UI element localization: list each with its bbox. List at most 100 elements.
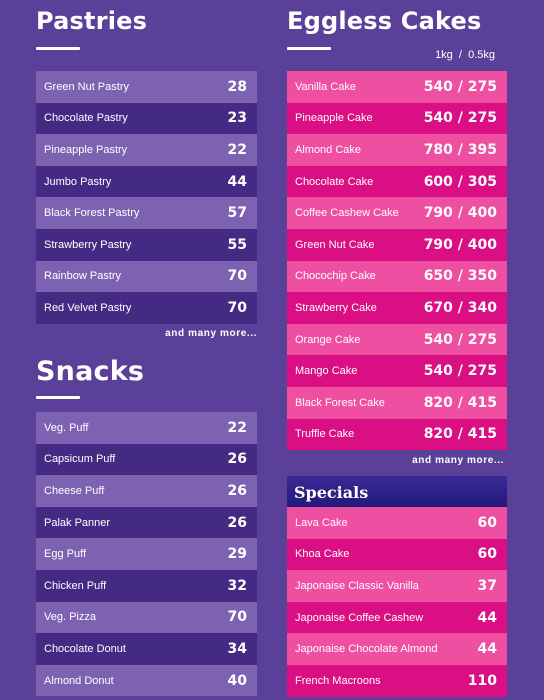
item-name: Vanilla Cake xyxy=(295,80,356,93)
item-name: Capsicum Puff xyxy=(44,453,116,466)
item-name: Chocochip Cake xyxy=(295,270,376,283)
list-item: Strawberry Cake 670 / 340 xyxy=(287,292,507,324)
item-name: Strawberry Pastry xyxy=(44,238,132,251)
item-name: Strawberry Cake xyxy=(295,301,377,314)
item-name: Green Nut Cake xyxy=(295,238,375,251)
item-name: French Macroons xyxy=(295,674,381,687)
item-price: 540 / 275 xyxy=(423,363,497,380)
item-name: Japonaise Chocolate Almond xyxy=(295,643,438,656)
snacks-underline xyxy=(36,396,80,399)
list-item: Green Nut Pastry 28 xyxy=(36,71,257,103)
item-price: 670 / 340 xyxy=(423,299,497,316)
cakes-more-text: and many more... xyxy=(412,455,504,466)
item-price: 57 xyxy=(227,205,247,222)
item-price: 820 / 415 xyxy=(423,394,497,411)
item-price: 540 / 275 xyxy=(423,110,497,127)
specials-list: Lava Cake 60 Khoa Cake 60 Japonaise Classi… xyxy=(287,507,507,697)
list-item: Pineapple Pastry 22 xyxy=(36,134,257,166)
item-name: Coffee Cashew Cake xyxy=(295,207,399,220)
item-price: 26 xyxy=(227,514,247,531)
list-item: Japonaise Coffee Cashew 44 xyxy=(287,601,507,634)
item-name: Lava Cake xyxy=(295,516,348,529)
cakes-underline xyxy=(287,47,331,50)
item-price: 600 / 305 xyxy=(423,173,497,190)
list-item: Veg. Pizza 70 xyxy=(36,601,257,634)
item-name: Almond Donut xyxy=(44,674,114,687)
item-price: 23 xyxy=(227,110,247,127)
pastries-underline xyxy=(36,47,80,50)
item-name: Veg. Pizza xyxy=(44,611,96,624)
item-name: Black Forest Pastry xyxy=(44,207,140,220)
item-name: Pineapple Cake xyxy=(295,112,373,125)
list-item: Capsicum Puff 26 xyxy=(36,443,257,476)
list-item: Almond Donut 40 xyxy=(36,664,257,697)
list-item: Truffle Cake 820 / 415 xyxy=(287,418,507,451)
list-item: Rainbow Pastry 70 xyxy=(36,260,257,293)
item-name: Orange Cake xyxy=(295,333,361,346)
item-price: 60 xyxy=(477,546,497,563)
list-item: Japonaise Chocolate Almond 44 xyxy=(287,633,507,665)
item-name: Green Nut Pastry xyxy=(44,80,129,93)
item-price: 60 xyxy=(477,514,497,531)
item-price: 22 xyxy=(227,419,247,436)
item-price: 790 / 400 xyxy=(423,236,497,253)
list-item: Chocolate Pastry 23 xyxy=(36,102,257,135)
item-price: 32 xyxy=(227,577,247,594)
pastries-list: Green Nut Pastry 28 Chocolate Pastry 23 Pi… xyxy=(36,71,257,324)
list-item: Veg. Puff 22 xyxy=(36,412,257,444)
item-name: Rainbow Pastry xyxy=(44,270,122,283)
item-name: Chocolate Donut xyxy=(44,642,126,655)
item-name: Chocolate Cake xyxy=(295,175,374,188)
pastries-more-text: and many more... xyxy=(165,328,257,339)
item-name: Pineapple Pastry xyxy=(44,143,128,156)
item-name: Cheese Puff xyxy=(44,484,105,497)
item-price: 37 xyxy=(477,577,497,594)
item-price: 110 xyxy=(467,672,497,689)
item-name: Mango Cake xyxy=(295,365,358,378)
item-name: Palak Panner xyxy=(44,516,111,529)
item-name: Almond Cake xyxy=(295,143,362,156)
list-item: Egg Puff 29 xyxy=(36,538,257,570)
item-price: 26 xyxy=(227,451,247,468)
item-name: Black Forest Cake xyxy=(295,396,385,409)
item-price: 780 / 395 xyxy=(423,141,497,158)
item-name: Truffle Cake xyxy=(295,428,355,441)
list-item: Strawberry Pastry 55 xyxy=(36,228,257,261)
list-item: Pineapple Cake 540 / 275 xyxy=(287,102,507,135)
list-item: Coffee Cashew Cake 790 / 400 xyxy=(287,197,507,229)
cakes-list: Vanilla Cake 540 / 275 Pineapple Cake 540 … xyxy=(287,71,507,451)
item-price: 650 / 350 xyxy=(423,268,497,285)
cakes-units-header: 1kg / 0.5kg xyxy=(435,49,495,61)
list-item: Green Nut Cake 790 / 400 xyxy=(287,228,507,261)
list-item: Japonaise Classic Vanilla 37 xyxy=(287,570,507,602)
list-item: Chicken Puff 32 xyxy=(36,569,257,602)
item-name: Red Velvet Pastry xyxy=(44,301,132,314)
list-item: Black Forest Pastry 57 xyxy=(36,197,257,229)
list-item: Chocochip Cake 650 / 350 xyxy=(287,260,507,293)
list-item: Lava Cake 60 xyxy=(287,507,507,539)
item-price: 29 xyxy=(227,546,247,563)
item-name: Japonaise Coffee Cashew xyxy=(295,611,424,624)
specials-header: Specials xyxy=(287,476,507,508)
item-price: 26 xyxy=(227,482,247,499)
item-price: 70 xyxy=(227,268,247,285)
list-item: Black Forest Cake 820 / 415 xyxy=(287,386,507,419)
list-item: Chocolate Cake 600 / 305 xyxy=(287,165,507,198)
list-item: Vanilla Cake 540 / 275 xyxy=(287,71,507,103)
snacks-title: Snacks xyxy=(36,356,145,387)
list-item: Red Velvet Pastry 70 xyxy=(36,292,257,324)
item-price: 44 xyxy=(477,609,497,626)
item-name: Chicken Puff xyxy=(44,579,107,592)
list-item: Almond Cake 780 / 395 xyxy=(287,134,507,166)
item-price: 44 xyxy=(227,173,247,190)
list-item: Palak Panner 26 xyxy=(36,506,257,539)
item-price: 44 xyxy=(477,641,497,658)
item-name: Khoa Cake xyxy=(295,548,350,561)
pastries-title: Pastries xyxy=(36,7,148,35)
item-name: Veg. Puff xyxy=(44,421,89,434)
item-price: 790 / 400 xyxy=(423,205,497,222)
list-item: Cheese Puff 26 xyxy=(36,475,257,507)
item-price: 40 xyxy=(227,672,247,689)
item-price: 70 xyxy=(227,299,247,316)
item-price: 70 xyxy=(227,609,247,626)
